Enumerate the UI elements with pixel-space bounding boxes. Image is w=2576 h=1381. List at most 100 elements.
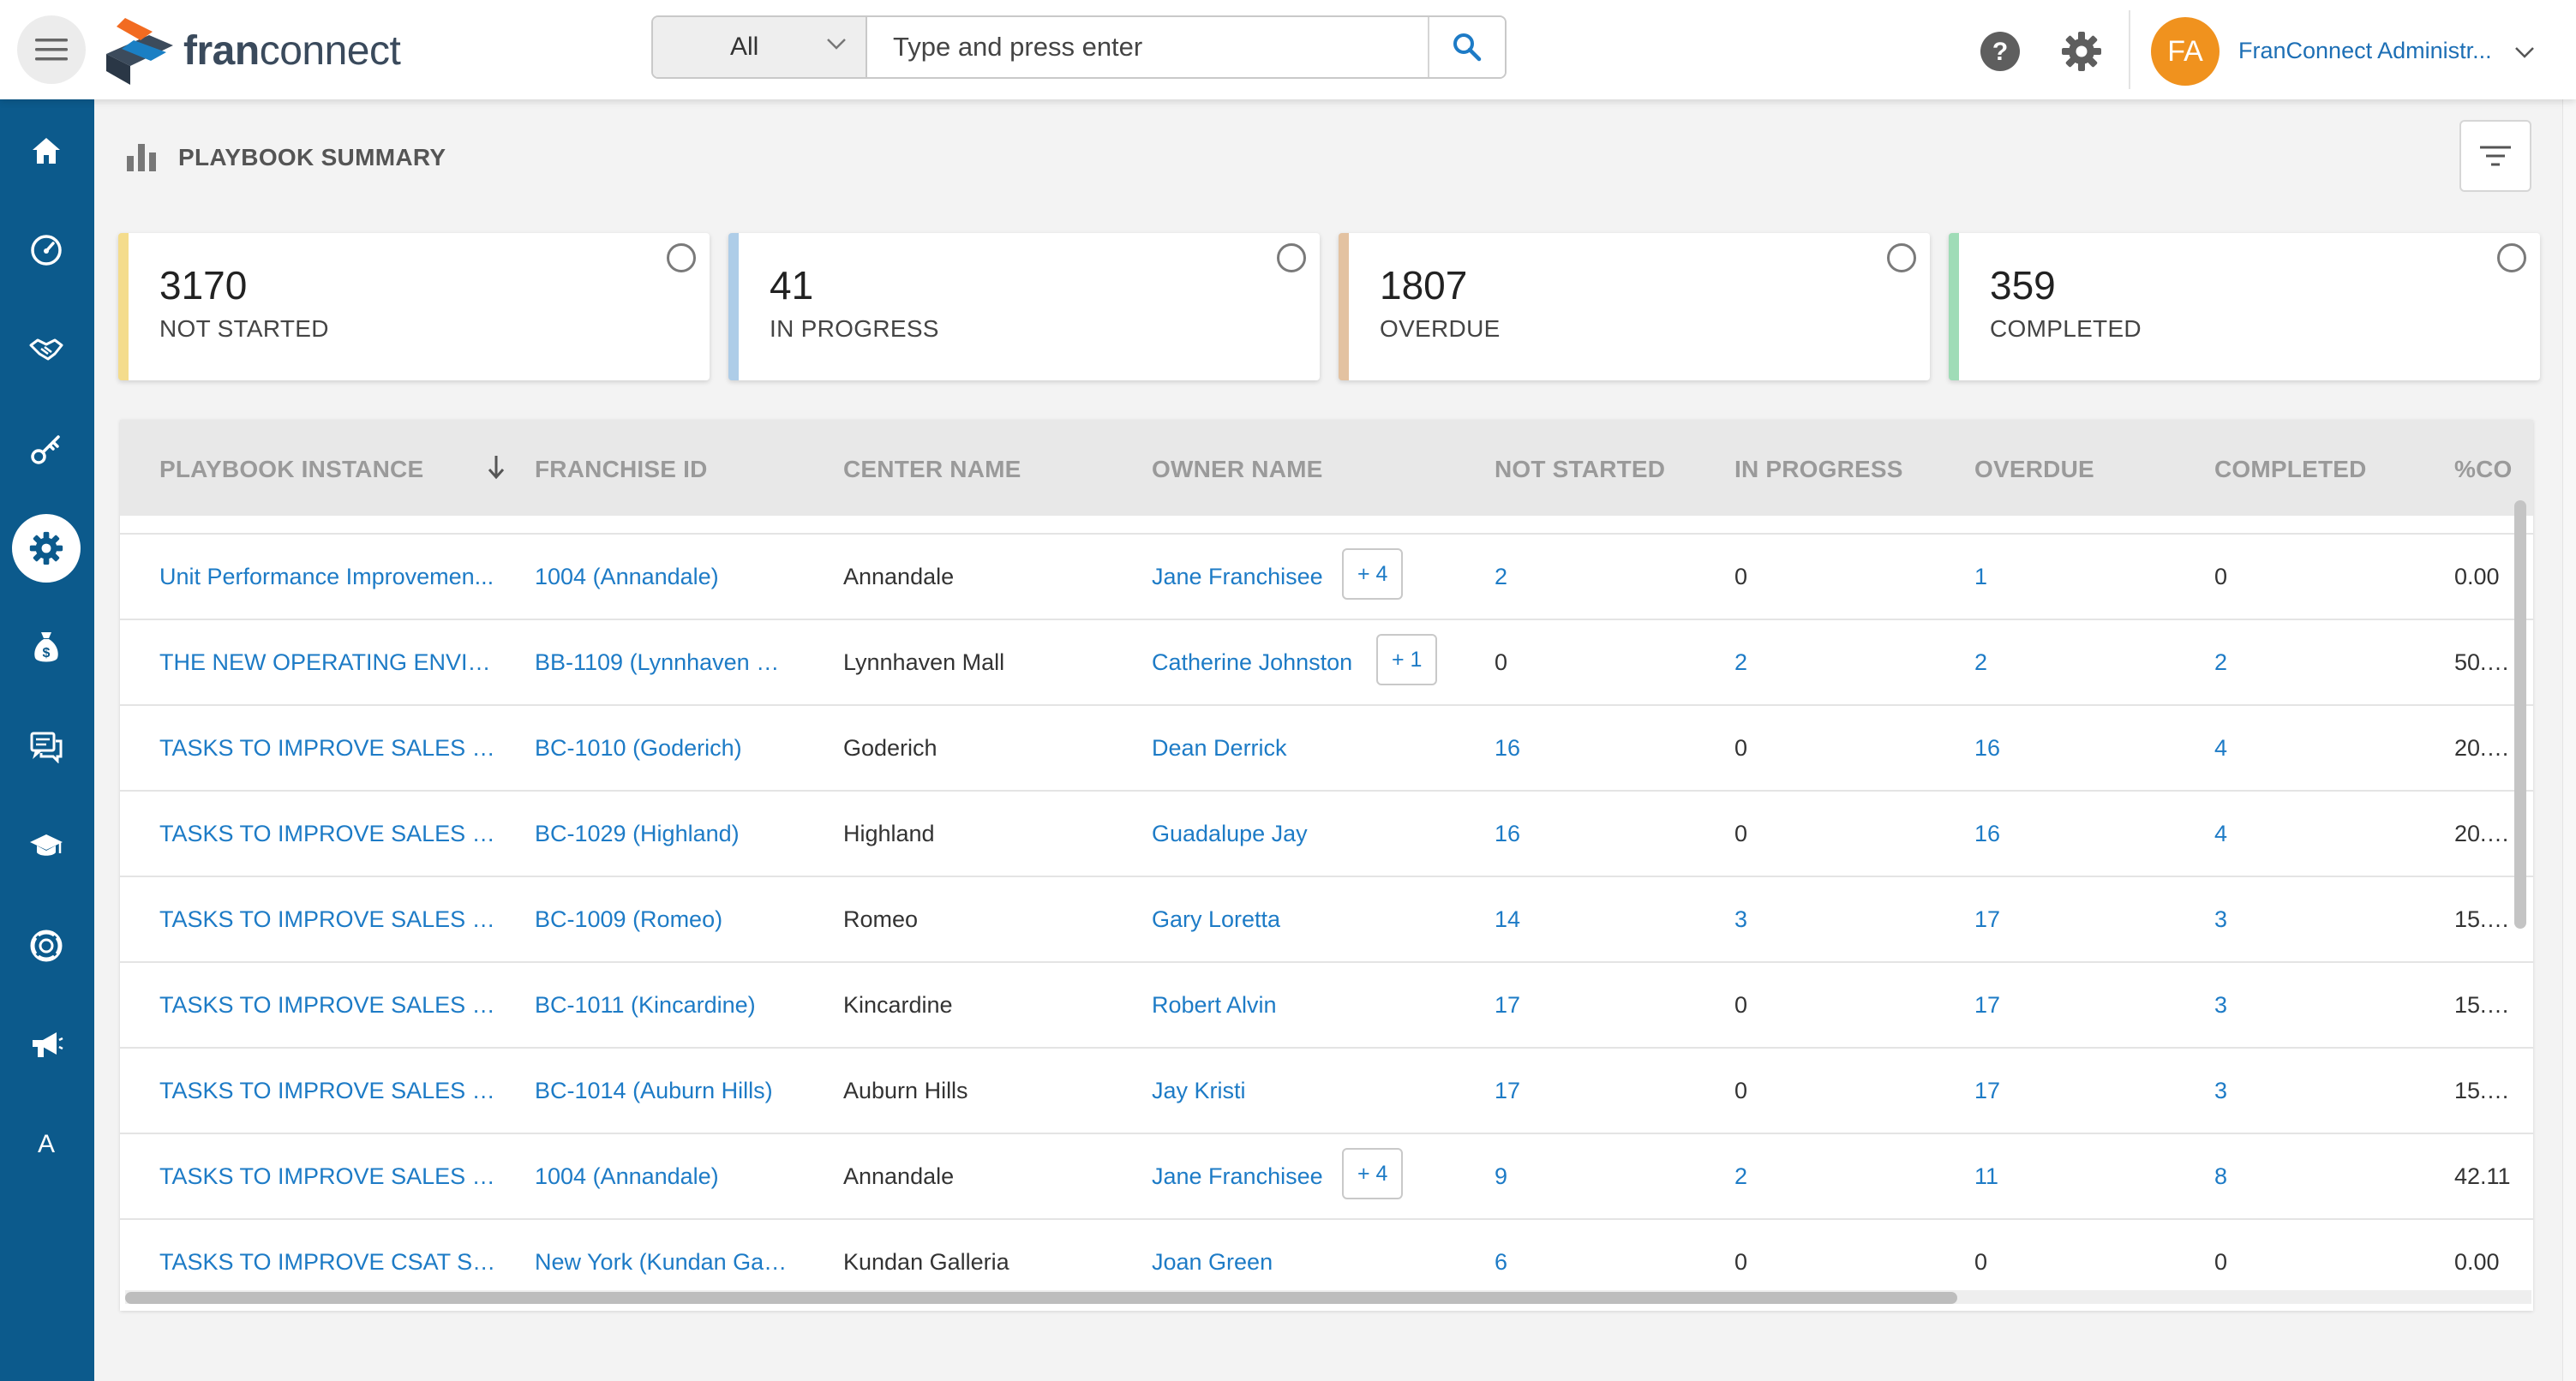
sidebar-item-operations[interactable] (12, 514, 81, 583)
franchise-id-link[interactable]: BB-1109 (Lynnhaven M... (535, 649, 792, 675)
franconnect-logo[interactable]: franconnect (99, 14, 401, 87)
sidebar-item-messages[interactable] (12, 713, 81, 781)
completed-count[interactable]: 8 (2214, 1163, 2228, 1189)
overdue-count[interactable]: 16 (1974, 821, 2001, 846)
franchise-id-link[interactable]: BC-1010 (Goderich) (535, 735, 742, 761)
not-started-count[interactable]: 6 (1495, 1249, 1508, 1275)
owner-name-link[interactable]: Jay Kristi (1152, 1078, 1246, 1103)
overdue-count[interactable]: 17 (1974, 1078, 2001, 1103)
in-progress-count[interactable]: 2 (1734, 649, 1748, 675)
card-select-radio[interactable] (1887, 243, 1916, 272)
column-header-percent-complete[interactable]: %CO (2454, 456, 2513, 482)
summary-card-in-progress[interactable]: 41 IN PROGRESS (728, 233, 1320, 380)
owner-name-link[interactable]: Joan Green (1152, 1249, 1273, 1275)
not-started-count[interactable]: 14 (1495, 906, 1521, 932)
filter-button[interactable] (2459, 120, 2531, 192)
column-header-franchise-id[interactable]: FRANCHISE ID (535, 456, 708, 482)
horizontal-scrollbar[interactable] (125, 1292, 1957, 1304)
franchise-id-link[interactable]: New York (Kundan Gall... (535, 1249, 792, 1275)
column-header-completed[interactable]: COMPLETED (2214, 456, 2367, 482)
card-select-radio[interactable] (667, 243, 696, 272)
playbook-instance-link[interactable]: TASKS TO IMPROVE SALES MAR... (159, 735, 502, 761)
sidebar-item-dashboard[interactable] (12, 216, 81, 284)
search-button[interactable] (1428, 17, 1505, 77)
sidebar-item-support[interactable] (12, 912, 81, 980)
completed-count[interactable]: 3 (2214, 1078, 2228, 1103)
column-header-owner-name[interactable]: OWNER NAME (1152, 456, 1323, 482)
more-owners-badge[interactable]: + 1 (1376, 634, 1438, 685)
summary-card-completed[interactable]: 359 COMPLETED (1949, 233, 2540, 380)
playbook-instance-link[interactable]: TASKS TO IMPROVE SALES MAR... (159, 1078, 502, 1103)
playbook-instance-link[interactable]: TASKS TO IMPROVE SALES MAR... (159, 992, 502, 1018)
settings-gear-icon[interactable] (2061, 31, 2102, 72)
search-input[interactable] (867, 17, 1428, 77)
summary-card-overdue[interactable]: 1807 OVERDUE (1339, 233, 1930, 380)
overdue-count[interactable]: 2 (1974, 649, 1988, 675)
column-header-in-progress[interactable]: IN PROGRESS (1734, 456, 1903, 482)
completed-count[interactable]: 3 (2214, 992, 2228, 1018)
completed-count[interactable]: 4 (2214, 735, 2228, 761)
in-progress-count[interactable]: 2 (1734, 1163, 1748, 1189)
column-header-playbook-instance[interactable]: PLAYBOOK INSTANCE (159, 456, 424, 482)
overdue-count[interactable]: 17 (1974, 906, 2001, 932)
not-started-count[interactable]: 17 (1495, 992, 1521, 1018)
vertical-scrollbar[interactable] (2514, 500, 2526, 929)
completed-count[interactable]: 3 (2214, 906, 2228, 932)
overdue-count[interactable]: 16 (1974, 735, 2001, 761)
owner-name-link[interactable]: Robert Alvin (1152, 992, 1277, 1018)
owner-name-link[interactable]: Jane Franchisee (1152, 564, 1323, 589)
franchise-id-link[interactable]: BC-1029 (Highland) (535, 821, 740, 846)
column-header-not-started[interactable]: NOT STARTED (1495, 456, 1666, 482)
menu-icon (35, 39, 68, 61)
not-started-count[interactable]: 2 (1495, 564, 1508, 589)
not-started-count[interactable]: 16 (1495, 735, 1521, 761)
overdue-count[interactable]: 17 (1974, 992, 2001, 1018)
sidebar-item-a[interactable]: A (12, 1110, 81, 1179)
more-owners-badge[interactable]: + 4 (1342, 548, 1404, 600)
overdue-count[interactable]: 11 (1974, 1163, 1999, 1189)
franchise-id-link[interactable]: BC-1011 (Kincardine) (535, 992, 756, 1018)
completed-count[interactable]: 4 (2214, 821, 2228, 846)
franchise-id-link[interactable]: BC-1014 (Auburn Hills) (535, 1078, 773, 1103)
playbook-instance-link[interactable]: THE NEW OPERATING ENVIRO... (159, 649, 502, 675)
playbook-instance-link[interactable]: TASKS TO IMPROVE SALES MAR... (159, 821, 502, 846)
sidebar-item-finance[interactable]: $ (12, 613, 81, 682)
page-scrollbar-track[interactable] (2562, 99, 2576, 1381)
owner-name-link[interactable]: Jane Franchisee (1152, 1163, 1323, 1189)
owner-name-link[interactable]: Dean Derrick (1152, 735, 1287, 761)
franchise-id-link[interactable]: 1004 (Annandale) (535, 564, 719, 589)
in-progress-count[interactable]: 3 (1734, 906, 1748, 932)
more-owners-badge[interactable]: + 4 (1342, 1148, 1404, 1199)
card-select-radio[interactable] (2497, 243, 2526, 272)
playbook-instance-link[interactable]: TASKS TO IMPROVE CSAT SCOR... (159, 1249, 502, 1275)
sidebar-item-relationships[interactable] (12, 315, 81, 384)
completed-count[interactable]: 2 (2214, 649, 2228, 675)
summary-card-not-started[interactable]: 3170 NOT STARTED (118, 233, 710, 380)
help-icon[interactable]: ? (1980, 31, 2021, 72)
not-started-count[interactable]: 17 (1495, 1078, 1521, 1103)
avatar[interactable]: FA (2151, 17, 2220, 86)
owner-name-link[interactable]: Guadalupe Jay (1152, 821, 1308, 846)
sidebar-item-training[interactable] (12, 812, 81, 881)
franchise-id-link[interactable]: 1004 (Annandale) (535, 1163, 719, 1189)
column-header-overdue[interactable]: OVERDUE (1974, 456, 2094, 482)
card-select-radio[interactable] (1277, 243, 1306, 272)
hamburger-menu-button[interactable] (17, 15, 86, 84)
chevron-down-icon[interactable] (2514, 46, 2535, 58)
sidebar-item-home[interactable] (12, 117, 81, 185)
playbook-instance-link[interactable]: TASKS TO IMPROVE SALES MAR... (159, 1163, 502, 1189)
not-started-count[interactable]: 16 (1495, 821, 1521, 846)
owner-name-link[interactable]: Catherine Johnston (1152, 649, 1353, 675)
owner-name-link[interactable]: Gary Loretta (1152, 906, 1281, 932)
playbook-instance-link[interactable]: TASKS TO IMPROVE SALES MAR... (159, 906, 502, 932)
user-name[interactable]: FranConnect Administr... (2238, 38, 2492, 63)
overdue-count[interactable]: 1 (1974, 564, 1988, 589)
search-scope-select[interactable]: All (653, 17, 867, 77)
sidebar-item-marketing[interactable] (12, 1011, 81, 1079)
not-started-count[interactable]: 9 (1495, 1163, 1508, 1189)
column-header-center-name[interactable]: CENTER NAME (843, 456, 1021, 482)
franchise-id-link[interactable]: BC-1009 (Romeo) (535, 906, 723, 932)
sort-arrow-down-icon[interactable] (487, 454, 506, 480)
playbook-instance-link[interactable]: Unit Performance Improvemen... (159, 564, 494, 589)
sidebar-item-access[interactable] (12, 415, 81, 483)
